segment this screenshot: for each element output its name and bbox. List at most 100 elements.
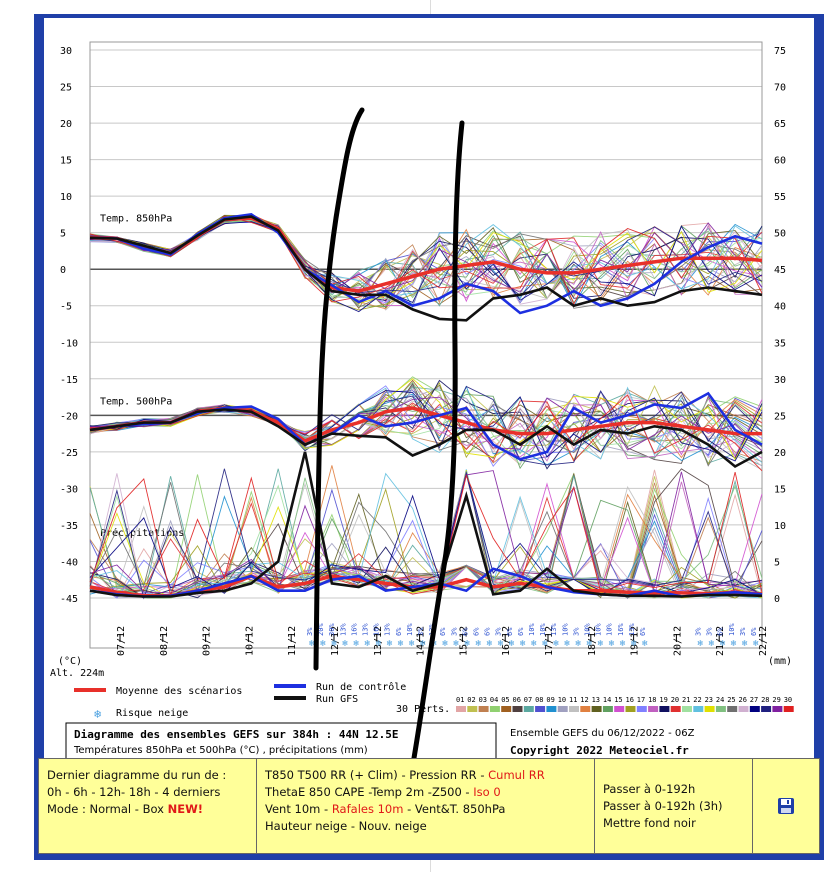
legend-pert-number: 06: [513, 696, 521, 704]
run-selector-title: Dernier diagramme du run de :: [47, 768, 227, 782]
snowflake-icon: ❄: [753, 639, 759, 649]
legend-pert-number: 23: [705, 696, 713, 704]
iso0-link[interactable]: Iso 0: [473, 785, 501, 799]
panel-label-precip: Précipitations: [100, 527, 184, 539]
legend-pert-number: 19: [659, 696, 667, 704]
legend-pert-number: 09: [546, 696, 554, 704]
switch-192h-3h-link[interactable]: Passer à 0-192h (3h): [603, 799, 723, 813]
left-tick-label: -5: [60, 302, 72, 313]
snow-risk-pct: 10%: [595, 623, 603, 636]
snow-risk-row: 3%❄20%❄30%❄13%❄16%❄13%❄16%❄13%❄6%❄10%❄3%…: [306, 623, 759, 649]
x-tick-label: 07/12: [116, 626, 127, 656]
snow-risk-pct: 6%: [484, 627, 492, 636]
run-hours-links[interactable]: 0h - 6h - 12h- 18h - 4 derniers: [47, 785, 221, 799]
save-icon[interactable]: [777, 797, 795, 815]
snow-risk-pct: 13%: [362, 623, 370, 636]
legend-pert-swatch: [625, 706, 636, 712]
left-tick-label: -25: [60, 448, 78, 459]
cumul-rr-link[interactable]: Cumul RR: [488, 768, 545, 782]
right-tick-label: 0: [774, 594, 780, 605]
rafales-link[interactable]: Rafales 10m: [331, 802, 404, 816]
left-tick-label: -40: [60, 557, 78, 568]
snow-risk-pct: 20%: [317, 623, 325, 636]
legend-pert-swatch: [456, 706, 466, 712]
snowflake-icon: ❄: [609, 639, 615, 649]
snowflake-icon: ❄: [564, 639, 570, 649]
snowflake-icon: ❄: [365, 639, 371, 649]
legend-pert-number: 02: [467, 696, 475, 704]
snow-risk-pct: 13%: [628, 623, 636, 636]
legend-pert-swatch: [557, 706, 568, 712]
perturbation-line: [89, 219, 763, 311]
legend-pert-number: 17: [637, 696, 645, 704]
x-tick-label: 18/12: [587, 626, 598, 656]
snow-risk-pct: 3%: [417, 627, 425, 636]
mode-links[interactable]: Mode : Normal - Box: [47, 802, 168, 816]
dark-background-link[interactable]: Mettre fond noir: [603, 816, 696, 830]
left-tick-label: 20: [60, 119, 72, 130]
snow-risk-pct: 16%: [617, 623, 625, 636]
x-tick-label: 08/12: [159, 626, 170, 656]
legend-pert-swatch: [489, 706, 500, 712]
left-tick-label: 0: [60, 265, 66, 276]
legend-pert-number: 12: [580, 696, 588, 704]
legend-pert-number: 13: [592, 696, 600, 704]
x-tick-label: 21/12: [715, 626, 726, 656]
legend-gfs-label: Run GFS: [316, 694, 358, 705]
vent-link[interactable]: Vent 10m -: [265, 802, 332, 816]
caption-box: [65, 722, 497, 758]
chart-background: [44, 18, 814, 758]
snowflake-icon: ❄: [476, 639, 482, 649]
snowflake-icon: ❄: [742, 639, 748, 649]
series-line-precip: [89, 451, 763, 598]
legend-pert-number: 28: [761, 696, 769, 704]
snow-risk-pct: 10%: [406, 623, 414, 636]
legend-pert-swatch: [693, 706, 704, 712]
vent-t850-link[interactable]: - Vent&T. 850hPa: [403, 802, 506, 816]
series-line-t850: [89, 215, 763, 322]
left-tick-label: -30: [60, 484, 78, 495]
snowflake-icon: ❄: [509, 639, 515, 649]
right-tick-label: 65: [774, 119, 786, 130]
snow-risk-pct: 10%: [584, 623, 592, 636]
snowflake-icon: ❄: [309, 639, 315, 649]
caption-subtitle: Températures 850hPa et 500hPa (°C) , pré…: [73, 744, 368, 756]
params-link-2[interactable]: ThetaE 850 CAPE -Temp 2m -Z500 -: [265, 785, 474, 799]
legend-pert-number: 27: [750, 696, 758, 704]
perturbation-line: [89, 469, 763, 599]
snowflake-icon: ❄: [342, 639, 348, 649]
params-link-1[interactable]: T850 T500 RR (+ Clim) - Pression RR -: [265, 768, 489, 782]
right-tick-label: 35: [774, 338, 786, 349]
neige-link[interactable]: Hauteur neige - Nouv. neige: [265, 819, 427, 833]
x-tick-label: 11/12: [287, 626, 298, 656]
perturbation-line: [89, 471, 763, 598]
legend-pert-number: 10: [558, 696, 566, 704]
snow-risk-pct: 16%: [373, 623, 381, 636]
snow-risk-pct: 6%: [750, 627, 758, 636]
legend-pert-number: 03: [479, 696, 487, 704]
legend-pert-swatch: [682, 706, 692, 712]
legend-pert-number: 30: [784, 696, 792, 704]
legend-pert-swatch: [704, 706, 715, 712]
snowflake-icon: ❄: [731, 639, 737, 649]
copyright-label: Copyright 2022 Meteociel.fr: [510, 744, 689, 757]
caption: Diagramme des ensembles GEFS sur 384h : …: [65, 722, 695, 758]
snowflake-icon: ❄: [698, 639, 704, 649]
snow-risk-pct: 6%: [717, 627, 725, 636]
run-selector-cell: Dernier diagramme du run de : 0h - 6h - …: [39, 759, 257, 853]
legend-pert-swatch: [478, 706, 489, 712]
bottom-bar: Dernier diagramme du run de : 0h - 6h - …: [38, 758, 820, 854]
options-cell: Passer à 0-192h Passer à 0-192h (3h) Met…: [595, 759, 753, 853]
series-line-precip: [89, 567, 763, 598]
legend-pert-number: 26: [739, 696, 747, 704]
snowflake-icon: ❄: [398, 639, 404, 649]
right-tick-label: 40: [774, 302, 786, 313]
perturbation-line: [89, 470, 763, 594]
snowflake-icon: ❄: [320, 639, 326, 649]
snow-risk-pct: 3%: [739, 627, 747, 636]
right-tick-label: 45: [774, 265, 786, 276]
snow-risk-pct: 3%: [706, 627, 714, 636]
switch-192h-link[interactable]: Passer à 0-192h: [603, 782, 696, 796]
snowflake-icon: ❄: [709, 639, 715, 649]
snow-risk-pct: 3%: [695, 627, 703, 636]
